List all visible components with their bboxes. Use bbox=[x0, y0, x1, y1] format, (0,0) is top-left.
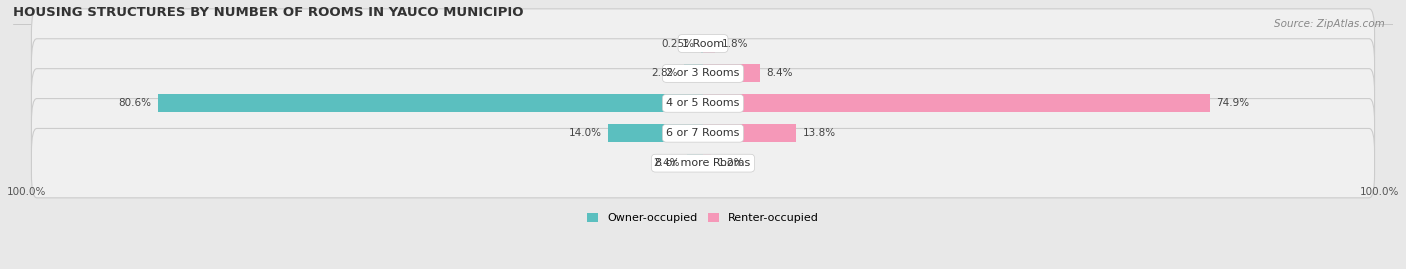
Text: 0.25%: 0.25% bbox=[662, 38, 695, 48]
Text: 8.4%: 8.4% bbox=[766, 68, 793, 79]
Bar bbox=[686, 154, 703, 172]
FancyBboxPatch shape bbox=[31, 39, 1375, 108]
Text: 14.0%: 14.0% bbox=[568, 128, 602, 138]
Text: 6 or 7 Rooms: 6 or 7 Rooms bbox=[666, 128, 740, 138]
Bar bbox=[703, 34, 716, 52]
Text: 80.6%: 80.6% bbox=[118, 98, 150, 108]
FancyBboxPatch shape bbox=[31, 98, 1375, 168]
Text: 4 or 5 Rooms: 4 or 5 Rooms bbox=[666, 98, 740, 108]
Text: 2.4%: 2.4% bbox=[654, 158, 681, 168]
Text: 1.2%: 1.2% bbox=[718, 158, 744, 168]
Bar bbox=[703, 65, 759, 82]
Bar bbox=[157, 94, 703, 112]
Text: HOUSING STRUCTURES BY NUMBER OF ROOMS IN YAUCO MUNICIPIO: HOUSING STRUCTURES BY NUMBER OF ROOMS IN… bbox=[13, 6, 523, 19]
Bar bbox=[703, 124, 796, 142]
Bar bbox=[702, 34, 703, 52]
Text: 2.8%: 2.8% bbox=[651, 68, 678, 79]
Text: Source: ZipAtlas.com: Source: ZipAtlas.com bbox=[1274, 19, 1385, 29]
FancyBboxPatch shape bbox=[31, 9, 1375, 78]
Text: 2 or 3 Rooms: 2 or 3 Rooms bbox=[666, 68, 740, 79]
Text: 8 or more Rooms: 8 or more Rooms bbox=[655, 158, 751, 168]
Bar bbox=[609, 124, 703, 142]
Bar bbox=[703, 154, 711, 172]
FancyBboxPatch shape bbox=[31, 69, 1375, 138]
Legend: Owner-occupied, Renter-occupied: Owner-occupied, Renter-occupied bbox=[582, 208, 824, 228]
Text: 13.8%: 13.8% bbox=[803, 128, 837, 138]
FancyBboxPatch shape bbox=[31, 129, 1375, 198]
Bar bbox=[703, 94, 1209, 112]
Bar bbox=[685, 65, 703, 82]
Text: 74.9%: 74.9% bbox=[1216, 98, 1250, 108]
Text: 1 Room: 1 Room bbox=[682, 38, 724, 48]
Text: 1.8%: 1.8% bbox=[721, 38, 748, 48]
